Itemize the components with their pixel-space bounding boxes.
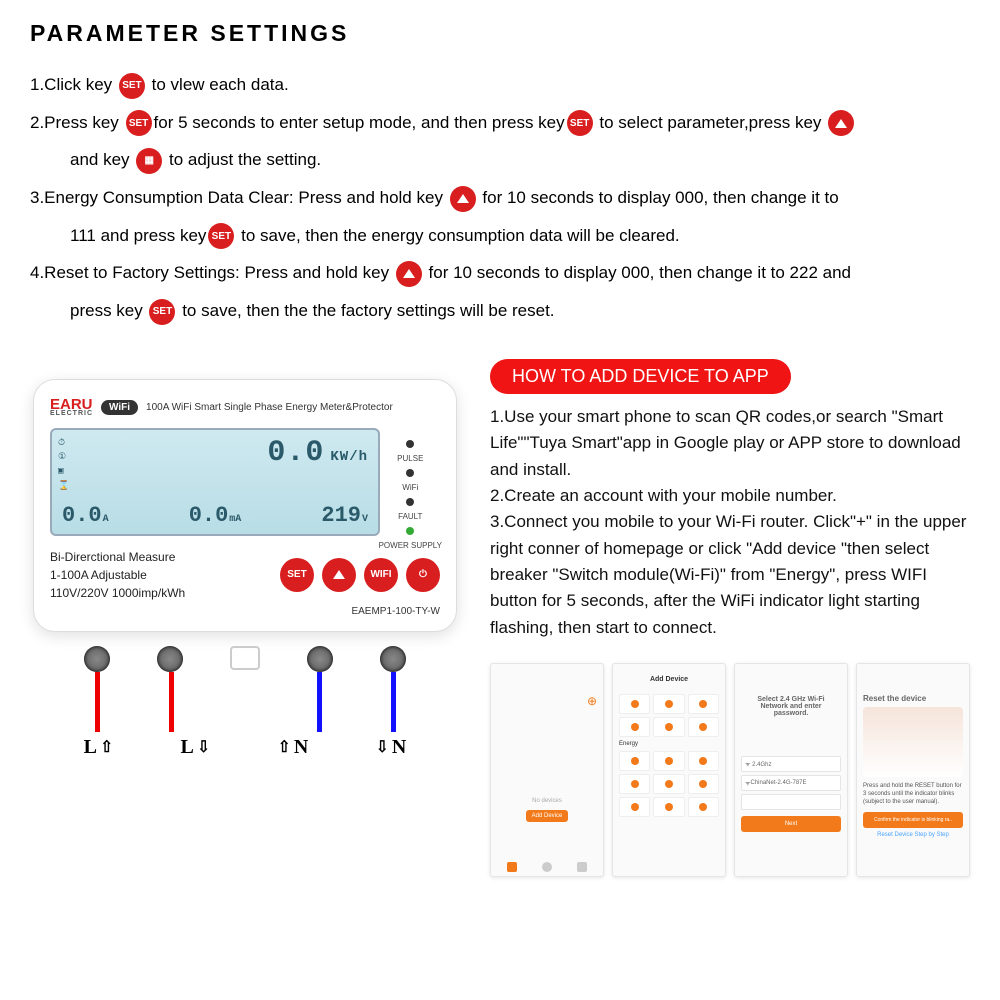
text: 3.Energy Consumption Data Clear: Press a… <box>30 188 448 207</box>
text: 111 and press key <box>70 226 206 245</box>
page-title: PARAMETER SETTINGS <box>30 20 970 47</box>
set-button: SET <box>280 558 314 592</box>
wire-labels: L⇧ L⇩ ⇧N ⇩N <box>50 736 440 759</box>
instructions: 1.Click key SET to vlew each data. 2.Pre… <box>30 67 970 329</box>
wifi-button: WIFI <box>364 558 398 592</box>
howto-title: HOW TO ADD DEVICE TO APP <box>490 359 791 394</box>
set-icon: SET <box>208 223 234 249</box>
text: for 5 seconds to enter setup mode, <box>154 113 421 132</box>
wires <box>60 672 430 732</box>
text: to save, then the the factory settings w… <box>177 301 554 320</box>
up-button <box>322 558 356 592</box>
lcd-power: 0.0 <box>267 436 324 470</box>
text: to vlew each data. <box>147 75 289 94</box>
text: press key <box>70 301 147 320</box>
text: 4.Reset to Factory Settings: Press and h… <box>30 263 394 282</box>
text: to adjust the setting. <box>164 150 321 169</box>
led-indicators: PULSE WiFi FAULT POWER SUPPLY <box>379 440 442 556</box>
add-device-btn: Add Device <box>526 810 569 822</box>
unit: A <box>103 514 109 525</box>
app-screenshots: ⊕ No devices Add Device Add Device Energ… <box>490 663 970 877</box>
power-button: ⏻ <box>406 558 440 592</box>
up-icon <box>396 261 422 287</box>
set-icon: SET <box>126 110 152 136</box>
step: 3.Connect you mobile to your Wi-Fi route… <box>490 509 970 641</box>
lcd-amp: 0.0 <box>62 503 102 528</box>
screenshot-add-device: Add Device Energy <box>612 663 726 877</box>
screenshot-reset: Reset the device Press and hold the RESE… <box>856 663 970 877</box>
text: for 10 seconds to display 000, then chan… <box>424 263 851 282</box>
screenshot-home: ⊕ No devices Add Device <box>490 663 604 877</box>
device-buttons: SET WIFI ⏻ <box>280 558 440 592</box>
wifi-badge: WiFi <box>101 400 138 415</box>
device-illustration: EARUELECTRIC WiFi 100A WiFi Smart Single… <box>33 379 457 632</box>
device-specs: Bi-Direrctional Measure 1-100A Adjustabl… <box>50 548 185 602</box>
confirm-btn: Confirm the indicator is blinking ra.. <box>863 812 963 828</box>
unit: V <box>362 514 368 525</box>
set-icon: SET <box>567 110 593 136</box>
terminals <box>60 646 430 672</box>
text: and key <box>70 150 134 169</box>
lcd-volt: 219 <box>321 503 361 528</box>
text: 2.Press key <box>30 113 124 132</box>
step: 1.Use your smart phone to scan QR codes,… <box>490 404 970 483</box>
brand-logo: EARUELECTRIC <box>50 398 93 418</box>
lcd-ma: 0.0 <box>189 503 229 528</box>
set-icon: SET <box>149 299 175 325</box>
lcd-side-icons: ⏱①▣⌛ <box>58 436 69 494</box>
unit: mA <box>229 514 241 525</box>
text: to save, then the energy consumption dat… <box>236 226 679 245</box>
text: to select parameter,press key <box>595 113 827 132</box>
text: 1.Click key <box>30 75 117 94</box>
model-number: EAEMP1-100-TY-W <box>50 606 440 617</box>
howto-steps: 1.Use your smart phone to scan QR codes,… <box>490 404 970 641</box>
lcd-unit: KW/h <box>330 449 368 465</box>
down-icon: ▦ <box>136 148 162 174</box>
screenshot-wifi: Select 2.4 GHz Wi-Fi Network and enter p… <box>734 663 848 877</box>
set-icon: SET <box>119 73 145 99</box>
up-icon <box>450 186 476 212</box>
text: for 10 seconds to display 000, then chan… <box>478 188 839 207</box>
lcd-display: ⏱①▣⌛ 0.0KW/h 0.0A 0.0mA 219V <box>50 428 380 536</box>
step: 2.Create an account with your mobile num… <box>490 483 970 509</box>
next-btn: Next <box>741 816 841 832</box>
device-desc: 100A WiFi Smart Single Phase Energy Mete… <box>146 402 393 413</box>
text: and then press key <box>421 113 565 132</box>
up-icon <box>828 110 854 136</box>
